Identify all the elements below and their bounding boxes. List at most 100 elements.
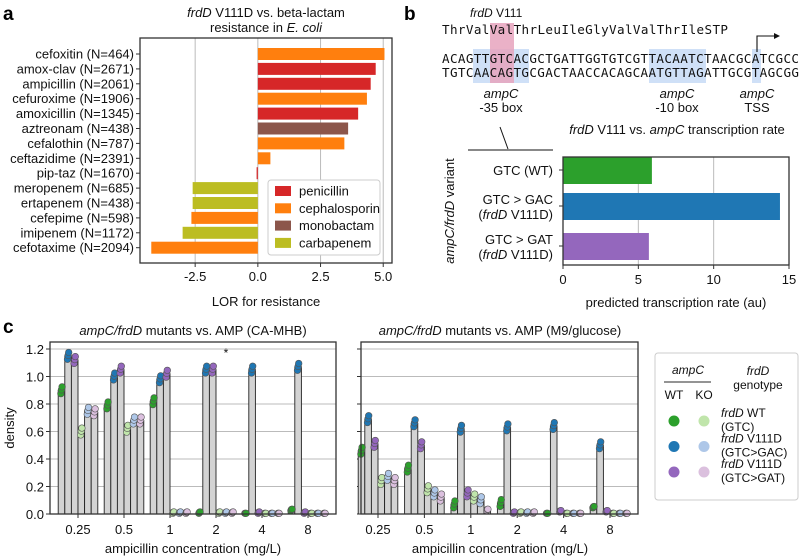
feature-gene: ampC [740, 86, 775, 101]
legend-ko-header: KO [695, 388, 712, 402]
x-tick-label: 15 [782, 272, 796, 287]
panel-b-chart: frdD V111 vs. ampC transcription rate am… [442, 122, 796, 310]
data-point [275, 509, 283, 517]
legend-codon-label: (GTC) [721, 420, 754, 434]
x-tick-label: 0.25 [65, 522, 90, 537]
sequence-header: frdD V111 [470, 6, 523, 20]
title-text: V111D vs. beta-lactam [212, 5, 345, 20]
panel-label-a: a [3, 4, 14, 25]
panel-c-ylabel: density [2, 407, 17, 449]
data-point [91, 405, 99, 413]
x-tick-label: 0.0 [249, 269, 267, 284]
data-point [384, 469, 393, 478]
ylabel-italic: ampC/frdD [442, 201, 457, 264]
y-tick-label: ceftazidime (N=2391) [10, 151, 134, 166]
bar [256, 167, 258, 180]
legend-codon-label: (GTC>GAC) [721, 446, 787, 460]
variant-text: V111D [744, 457, 783, 471]
bar [130, 420, 138, 515]
x-tick-label: 8 [606, 522, 613, 537]
legend-label: penicillin [299, 184, 349, 199]
paren: ( [478, 247, 483, 262]
data-point [623, 509, 631, 517]
bar [191, 211, 258, 224]
y-tick-label: cefuroxime (N=1906) [12, 91, 134, 106]
data-point [418, 438, 426, 446]
bar [202, 369, 210, 515]
legend-box [267, 179, 381, 256]
panel-a-chart: frdD V111D vs. beta-lactam resistance in… [10, 5, 393, 309]
data-point [321, 509, 329, 517]
y-tick-label: ertapenem (N=438) [21, 196, 134, 211]
bar [84, 410, 92, 515]
bar [457, 428, 465, 515]
data-point [163, 366, 171, 374]
y-tick-label: pip-taz (N=1670) [37, 166, 134, 181]
feature-label: -35 box [479, 100, 523, 115]
bar [136, 420, 145, 515]
panel-a-xlabel: LOR for resistance [212, 294, 320, 309]
bar [503, 426, 512, 515]
title-italic: ampC/frdD [379, 323, 442, 338]
legend-dot-ko [698, 441, 710, 452]
y-tick-label: meropenem (N=685) [14, 181, 134, 196]
panel-a-frame [139, 37, 393, 264]
title-italic: frdD [187, 5, 212, 20]
y-tick-label: 0.6 [26, 425, 44, 440]
panel-a-title-line2: resistance in E. coli [210, 20, 323, 35]
panel-c2-xlabel: ampicillin concentration (mg/L) [412, 541, 588, 556]
legend-box [654, 352, 799, 501]
tss-arrow-icon [756, 35, 775, 52]
legend-label: monobactam [299, 218, 374, 233]
title-text: transcription rate [684, 122, 784, 137]
bar [563, 193, 780, 220]
tss-arrowhead-icon [774, 33, 780, 39]
x-tick-label: 1 [166, 522, 173, 537]
bar [57, 389, 66, 515]
data-point [130, 413, 139, 421]
data-point [78, 424, 86, 432]
bar [257, 122, 349, 135]
data-point [477, 493, 485, 501]
panel-label-b: b [404, 4, 416, 25]
header-text: V111 [493, 6, 523, 20]
bar [156, 378, 164, 515]
data-point [431, 486, 439, 494]
y-tick-label: aztreonam (N=438) [22, 121, 134, 136]
bar [257, 137, 345, 150]
data-point [590, 502, 598, 511]
feature-label: -10 box [655, 100, 699, 115]
data-point [84, 403, 93, 412]
legend-swatch [275, 203, 291, 214]
bottom-strand: TGTCAACAGTGCGACTAACCACAGCAATGTTAGATTGCGT… [442, 65, 799, 80]
bar [149, 400, 158, 515]
bar [294, 366, 302, 515]
data-point [577, 509, 585, 517]
legend-frdd-header: frdD [747, 364, 770, 378]
x-tick-label: 8 [304, 522, 311, 537]
bar [90, 411, 99, 515]
panel-b-frame [562, 156, 790, 266]
x-tick-label: 2.5 [311, 269, 329, 284]
legend-wt-header: WT [665, 388, 684, 402]
legend-codon-label: (GTC>GAT) [721, 471, 785, 485]
y-tick-label: 0.2 [26, 480, 44, 495]
bar [370, 443, 379, 515]
x-tick-label: 0.5 [415, 522, 433, 537]
y-tick-label: amoxicillin (N=1345) [16, 106, 134, 121]
data-point [203, 362, 211, 370]
title-text: V111 vs. [594, 122, 650, 137]
data-point [464, 486, 472, 494]
bar [77, 431, 86, 515]
data-point [104, 398, 112, 406]
x-tick-label: -2.5 [184, 269, 206, 284]
data-point [457, 421, 466, 429]
bar [549, 425, 558, 515]
bar [364, 418, 372, 515]
y-tick-label: cefepime (N=598) [30, 210, 134, 225]
x-tick-label: 5 [635, 272, 642, 287]
panel-c1-frame [49, 341, 337, 515]
data-point [597, 438, 605, 446]
feature-label: TSS [744, 100, 770, 115]
